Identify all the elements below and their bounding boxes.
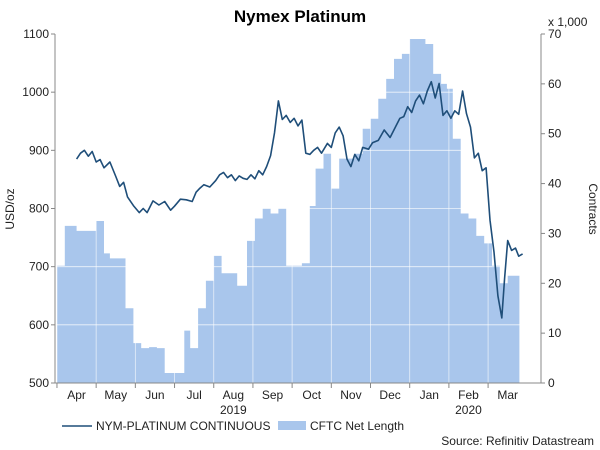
right-axis-multiplier: x 1,000 <box>548 15 588 29</box>
x-tick-label: Oct <box>302 388 321 402</box>
source-note: Source: Refinitiv Datastream <box>441 434 594 448</box>
x-tick-label: Sep <box>262 388 284 402</box>
chart-title: Nymex Platinum <box>234 7 366 26</box>
x-tick-label: Apr <box>67 388 86 402</box>
left-tick-label: 900 <box>29 143 49 157</box>
x-tick-label: Jul <box>186 388 201 402</box>
x-year-label: 2020 <box>455 403 482 417</box>
right-tick-label: 70 <box>548 27 562 41</box>
left-axis-label: USD/oz <box>3 188 17 229</box>
right-tick-label: 10 <box>548 326 562 340</box>
right-tick-label: 50 <box>548 127 562 141</box>
x-tick-label: Feb <box>458 388 479 402</box>
right-tick-label: 60 <box>548 77 562 91</box>
left-tick-label: 700 <box>29 260 49 274</box>
right-tick-label: 20 <box>548 276 562 290</box>
legend-label-price: NYM-PLATINUM CONTINUOUS <box>96 419 270 433</box>
right-tick-label: 40 <box>548 177 562 191</box>
left-tick-label: 800 <box>29 202 49 216</box>
right-axis-label: Contracts <box>586 183 600 234</box>
left-tick-label: 1100 <box>23 27 49 41</box>
x-tick-label: Aug <box>223 388 244 402</box>
series-area-cftc-net-length <box>57 39 520 383</box>
left-tick-label: 600 <box>29 318 49 332</box>
x-tick-label: Jun <box>145 388 164 402</box>
legend: NYM-PLATINUM CONTINUOUS CFTC Net Length <box>62 419 404 433</box>
x-tick-label: May <box>104 388 127 402</box>
left-tick-label: 500 <box>29 376 49 390</box>
series-line-nym-platinum <box>75 80 524 319</box>
plot-area <box>54 33 542 384</box>
legend-area-swatch <box>278 421 306 430</box>
axis-ticks: 500 600 700 800 900 1000 1100 0 10 20 30 40 50 60 70 Ap… <box>22 27 561 417</box>
x-year-label: 2019 <box>220 403 247 417</box>
x-tick-label: Nov <box>340 388 361 402</box>
x-tick-label: Jan <box>420 388 439 402</box>
legend-label-cftc: CFTC Net Length <box>310 419 404 433</box>
x-tick-label: Dec <box>379 388 400 402</box>
right-tick-label: 30 <box>548 226 562 240</box>
left-tick-label: 1000 <box>22 85 49 99</box>
x-tick-label: Mar <box>497 388 518 402</box>
right-tick-label: 0 <box>548 376 555 390</box>
